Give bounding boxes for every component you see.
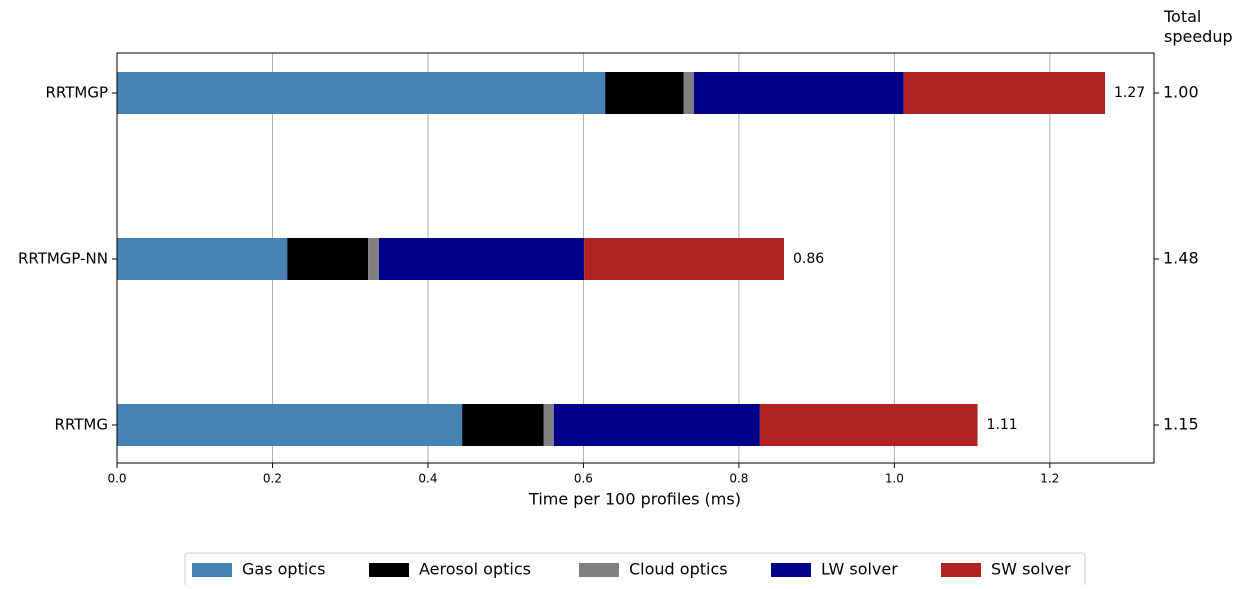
y-tick-label: RRTMG [55, 416, 108, 434]
bar-segment [759, 404, 978, 446]
y-tick-label: RRTMGP-NN [18, 250, 108, 268]
total-label: 1.11 [987, 417, 1018, 433]
legend-swatch [941, 563, 981, 577]
bar-segment [683, 72, 694, 114]
legend-box [184, 552, 1086, 589]
bar-segment [553, 404, 760, 446]
legend: Gas optics Aerosol optics Cloud optics LW s… [184, 552, 1086, 589]
bar-segment [693, 72, 904, 114]
x-tick-label: 0.6 [574, 472, 593, 486]
legend-label: Gas optics [242, 560, 325, 579]
bar-segment [368, 238, 379, 280]
legend-label: Aerosol optics [419, 560, 531, 579]
x-tick-label: 0.0 [107, 472, 126, 486]
bar-segment [117, 238, 288, 280]
bar-segment [543, 404, 554, 446]
x-tick-label: 0.2 [263, 472, 282, 486]
legend-swatch [369, 563, 409, 577]
bar-segment [117, 72, 606, 114]
bar-segment [117, 404, 463, 446]
speedup-label: 1.48 [1163, 249, 1199, 268]
bar-segment [584, 238, 784, 280]
plot-frame [116, 52, 1155, 464]
speedup-label: 1.15 [1163, 415, 1199, 434]
bar-segment [287, 238, 369, 280]
y-tick-label: RRTMGP [45, 84, 108, 102]
x-axis-label: Time per 100 profiles (ms) [528, 490, 741, 509]
x-tick-label: 0.8 [729, 472, 748, 486]
total-label: 0.86 [793, 251, 824, 267]
bar-segment [903, 72, 1106, 114]
legend-swatch [579, 563, 619, 577]
speedup-label: 1.00 [1163, 83, 1199, 102]
bar-segment [378, 238, 585, 280]
x-tick-label: 1.2 [1040, 472, 1059, 486]
x-tick-label: 0.4 [418, 472, 437, 486]
speedup-title: Total speedup [1164, 7, 1233, 46]
bar-segment [462, 404, 544, 446]
legend-label: Cloud optics [629, 560, 728, 579]
legend-swatch [771, 563, 811, 577]
legend-swatch [192, 563, 232, 577]
total-label: 1.27 [1114, 85, 1145, 101]
legend-label: LW solver [821, 560, 898, 579]
bar-segment [605, 72, 684, 114]
x-tick-label: 1.0 [885, 472, 904, 486]
legend-label: SW solver [991, 560, 1071, 579]
